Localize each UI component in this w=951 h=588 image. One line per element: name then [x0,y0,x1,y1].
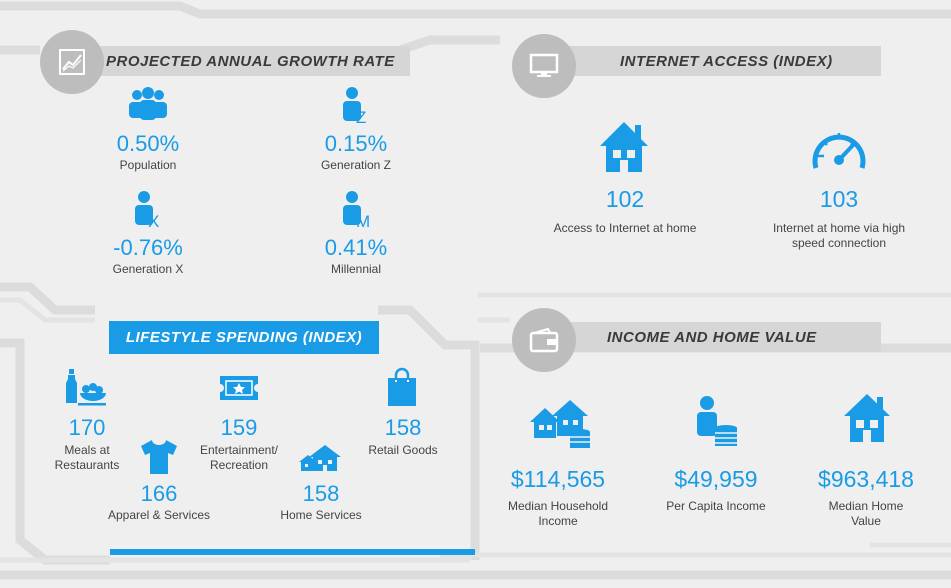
household-income-value: $114,565 [510,466,606,492]
per-capita-label: Per Capita Income [666,499,766,513]
income-title: INCOME AND HOME VALUE [607,328,817,346]
lifestyle-title: LIFESTYLE SPENDING (INDEX) [125,329,363,346]
entertainment-label-line-2: Recreation [209,458,269,472]
household-income-label: Median Household Income [493,499,623,529]
per-capita-value: $49,959 [674,466,758,492]
population-label: Population [119,158,177,172]
home-value-label-line-1: Median Home [828,499,904,513]
generation-x-value: -0.76% [113,235,183,260]
home-value-label-line-2: Value [851,514,881,528]
people-icon [129,87,167,120]
houses-coins-icon [530,400,590,448]
entertainment-label: Entertainment/ Recreation [178,443,300,473]
svg-text:Z: Z [356,108,366,124]
internet-access-label: Access to Internet at home [553,221,697,235]
home-value-label: Median Home Value [801,499,931,529]
person-z-icon: Z [343,87,366,124]
house-icon [844,394,890,442]
income-header-icon-circle [512,308,576,372]
high-speed-label: Internet at home via high speed connecti… [744,221,934,251]
speedometer-icon [812,133,866,169]
internet-header-bar: INTERNET ACCESS (INDEX) [545,46,881,76]
meals-label-line-2: Restaurants [54,458,120,472]
svg-text:X: X [148,212,159,228]
household-income-label-line-1: Median Household [507,499,609,513]
meals-label-line-1: Meals at [64,443,110,457]
income-header-bar: INCOME AND HOME VALUE [545,322,881,352]
house-icon [600,122,648,172]
home-services-label: Home Services [280,508,362,522]
internet-title: INTERNET ACCESS (INDEX) [620,52,833,70]
generation-z-label: Generation Z [320,158,392,172]
apparel-label: Apparel & Services [107,508,211,522]
shopping-bag-icon [388,367,416,406]
wallet-icon [529,327,559,353]
meal-icon [66,369,106,406]
high-speed-label-line-1: Internet at home via high [772,221,906,235]
population-value: 0.50% [116,131,180,156]
growth-header-icon-circle [40,30,104,94]
entertainment-value: 159 [220,415,258,440]
meals-value: 170 [68,415,106,440]
growth-header-bar: PROJECTED ANNUAL GROWTH RATE [70,46,410,76]
meals-label: Meals at Restaurants [37,443,137,473]
millennial-value: 0.41% [324,235,388,260]
millennial-label: Millennial [330,262,382,276]
person-x-icon: X [135,191,159,228]
entertainment-label-line-1: Entertainment/ [199,443,279,457]
person-coins-icon [697,396,737,446]
internet-header-icon-circle [512,34,576,98]
high-speed-label-line-2: speed connection [791,236,887,250]
internet-access-value: 102 [605,186,645,212]
home-services-value: 158 [302,481,340,506]
home-services-icon [299,445,341,471]
generation-x-label: Generation X [112,262,184,276]
monitor-icon [529,53,559,77]
chart-growth-icon [59,49,85,75]
growth-title: PROJECTED ANNUAL GROWTH RATE [106,52,395,70]
lifestyle-header: LIFESTYLE SPENDING (INDEX) [109,321,379,354]
person-m-icon: M [343,191,370,228]
high-speed-value: 103 [819,186,859,212]
apparel-value: 166 [140,481,178,506]
retail-label: Retail Goods [368,443,438,457]
home-value-value: $963,418 [818,466,914,492]
ticket-icon [220,376,258,400]
svg-text:M: M [356,212,370,228]
generation-z-value: 0.15% [324,131,388,156]
retail-value: 158 [384,415,422,440]
household-income-label-line-2: Income [538,514,578,528]
tshirt-icon [141,440,177,474]
